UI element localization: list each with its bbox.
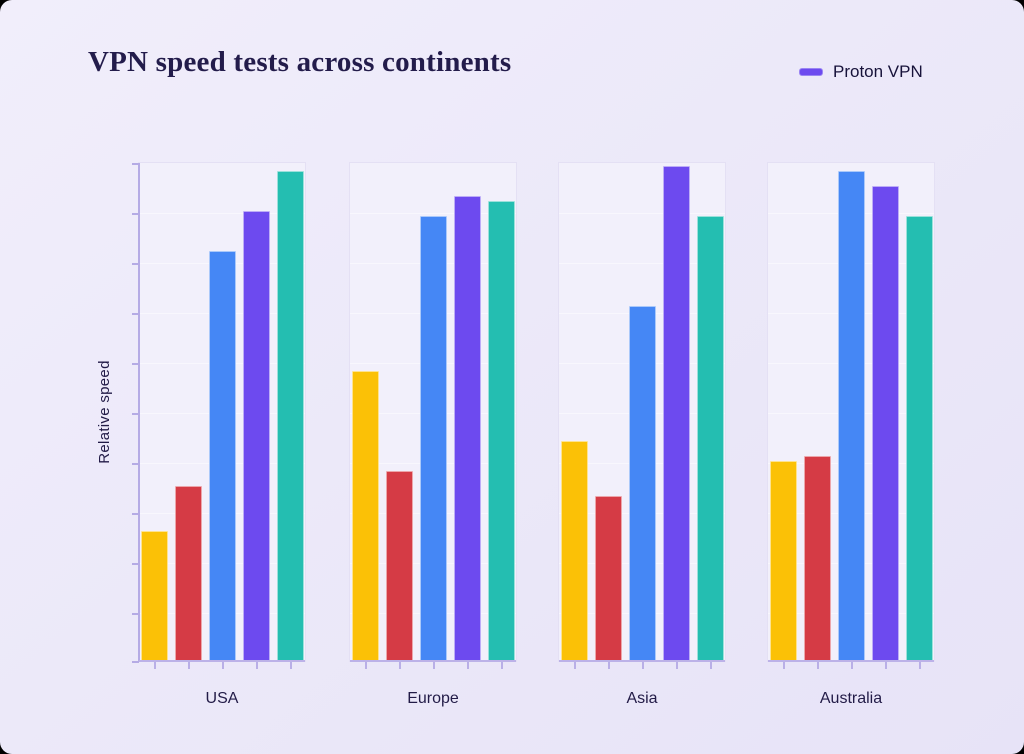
plot-area (132, 162, 306, 669)
gridline (559, 263, 725, 264)
gridline (139, 213, 305, 214)
legend-label: Proton VPN (833, 62, 923, 81)
x-axis-tick (290, 662, 292, 669)
chart-title: VPN speed tests across continents (88, 46, 512, 78)
x-axis-tick (154, 662, 156, 669)
bar-group (350, 163, 516, 661)
legend-swatch-proton-vpn (799, 68, 823, 76)
category-label-asia: Asia (626, 690, 658, 707)
x-axis-line (139, 660, 305, 669)
x-axis-line (350, 660, 516, 669)
bar-blue-vpn-usa (208, 251, 236, 661)
category-label-europe: Europe (407, 690, 459, 707)
bar-yellow-vpn-asia (560, 441, 588, 661)
gridline (559, 213, 725, 214)
bar-proton-vpn-usa (242, 211, 270, 661)
bar-yellow-vpn-australia (769, 461, 797, 661)
bar-group (139, 163, 305, 661)
y-axis-tick (132, 661, 139, 663)
plot-area (767, 162, 935, 669)
bar-red-vpn-australia (803, 456, 831, 661)
bar-teal-vpn-australia (905, 216, 933, 661)
y-axis-line (132, 163, 140, 663)
y-axis-tick (132, 363, 139, 365)
category-label-usa: USA (205, 690, 239, 707)
x-axis-tick (501, 662, 503, 669)
bar-blue-vpn-europe (419, 216, 447, 661)
x-axis-tick (919, 662, 921, 669)
chart-panel-asia: Asia (558, 162, 726, 707)
x-axis-tick (399, 662, 401, 669)
bar-proton-vpn-australia (871, 186, 899, 661)
bar-blue-vpn-australia (837, 171, 865, 661)
bar-blue-vpn-asia (628, 306, 656, 661)
gridline (350, 213, 516, 214)
x-axis-tick (188, 662, 190, 669)
x-axis-tick (222, 662, 224, 669)
bar-group (559, 163, 725, 661)
bar-teal-vpn-europe (487, 201, 515, 661)
x-axis-tick (817, 662, 819, 669)
y-axis-tick (132, 413, 139, 415)
x-axis-tick (710, 662, 712, 669)
chart-panel-europe: Europe (349, 162, 517, 707)
x-axis-tick (608, 662, 610, 669)
bar-teal-vpn-asia (696, 216, 724, 661)
x-axis-tick (676, 662, 678, 669)
x-axis-tick (365, 662, 367, 669)
plot-area (558, 162, 726, 669)
x-axis-tick (885, 662, 887, 669)
chart-panel-usa: USA (132, 162, 306, 707)
chart-panel-australia: Australia (767, 162, 935, 707)
bar-group (768, 163, 934, 661)
bar-proton-vpn-asia (662, 166, 690, 661)
y-axis-label: Relative speed (95, 360, 113, 464)
x-axis-tick (642, 662, 644, 669)
bar-proton-vpn-europe (453, 196, 481, 661)
legend: Proton VPN (799, 60, 923, 84)
y-axis-tick (132, 263, 139, 265)
y-axis-tick (132, 313, 139, 315)
bar-yellow-vpn-europe (351, 371, 379, 661)
y-axis-tick (132, 563, 139, 565)
x-axis-line (768, 660, 934, 669)
x-axis-tick (783, 662, 785, 669)
category-label-australia: Australia (819, 690, 883, 707)
x-axis-line (559, 660, 725, 669)
bar-yellow-vpn-usa (140, 531, 168, 661)
y-axis-tick (132, 613, 139, 615)
x-axis-tick (433, 662, 435, 669)
x-axis-tick (467, 662, 469, 669)
bar-red-vpn-asia (594, 496, 622, 661)
y-axis-tick (132, 513, 139, 515)
x-axis-tick (256, 662, 258, 669)
bar-red-vpn-europe (385, 471, 413, 661)
bar-red-vpn-usa (174, 486, 202, 661)
y-axis-tick (132, 213, 139, 215)
y-axis-tick (132, 463, 139, 465)
plot-area (349, 162, 517, 669)
x-axis-tick (851, 662, 853, 669)
bar-teal-vpn-usa (276, 171, 304, 661)
y-axis-tick (132, 163, 139, 165)
x-axis-tick (574, 662, 576, 669)
